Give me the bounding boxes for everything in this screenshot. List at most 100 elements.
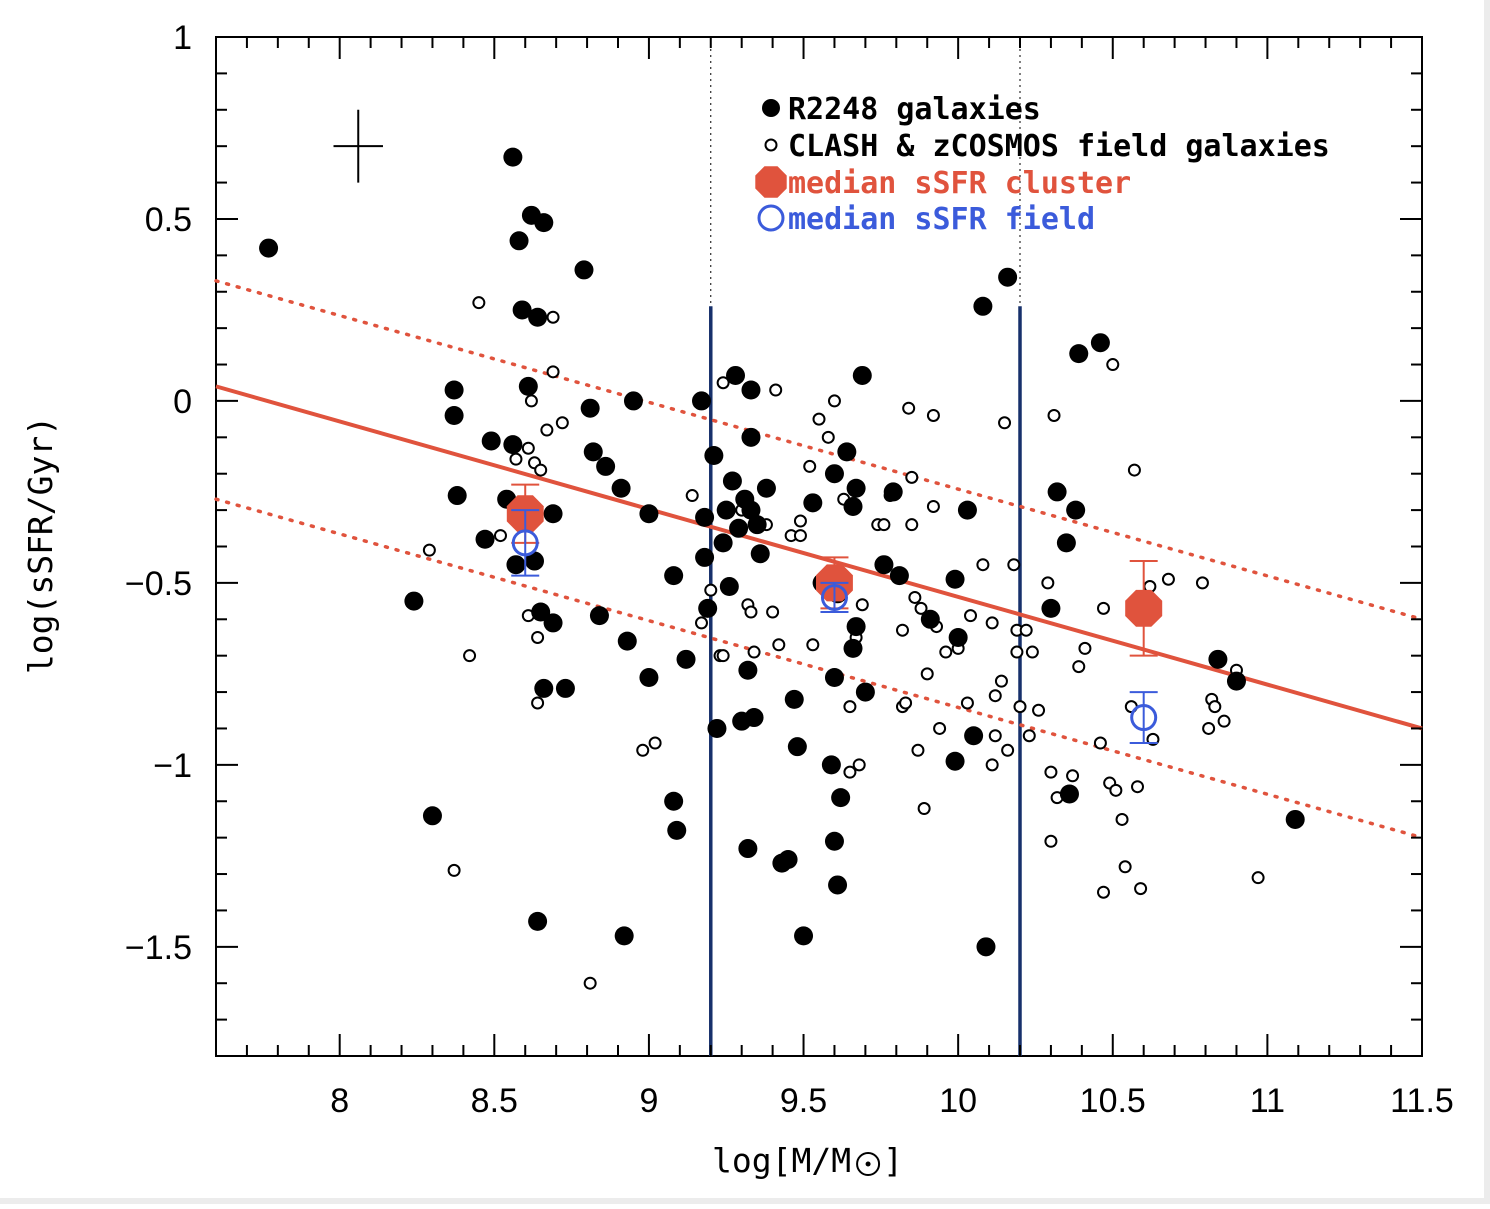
cluster-galaxy-point — [1090, 333, 1110, 353]
field-galaxy-point — [964, 609, 978, 623]
field-galaxy-point — [855, 598, 869, 612]
field-galaxy-point — [985, 758, 999, 772]
cluster-galaxy-point — [596, 456, 616, 476]
cluster-galaxy-point — [1285, 809, 1305, 829]
field-galaxy-point — [1022, 729, 1036, 743]
cluster-galaxy-point — [1059, 784, 1079, 804]
field-galaxy-point — [1134, 882, 1148, 896]
cluster-galaxy-point — [583, 442, 603, 462]
cluster-galaxy-point — [1069, 344, 1089, 364]
y-tick-label: 1 — [173, 19, 192, 57]
field-galaxy-point — [985, 616, 999, 630]
field-galaxy-point — [933, 721, 947, 735]
field-galaxy-point — [472, 296, 486, 310]
field-galaxy-point — [1109, 783, 1123, 797]
field-galaxy-point — [704, 583, 718, 597]
cluster-galaxy-point — [534, 213, 554, 233]
field-galaxy-point — [1096, 601, 1110, 615]
field-galaxy-point — [911, 743, 925, 757]
cluster-galaxy-point — [695, 547, 715, 567]
field-galaxy-point — [546, 365, 560, 379]
field-galaxy-point — [1096, 885, 1110, 899]
field-galaxy-point — [1072, 660, 1086, 674]
cluster-galaxy-point — [525, 551, 545, 571]
cluster-galaxy-point — [719, 577, 739, 597]
field-galaxy-point — [939, 645, 953, 659]
cluster-galaxy-point — [964, 726, 984, 746]
cluster-galaxy-point — [1208, 649, 1228, 669]
cluster-galaxy-point — [543, 613, 563, 633]
field-galaxy-point — [1161, 572, 1175, 586]
field-galaxy-point — [583, 976, 597, 990]
field-galaxy-point — [685, 489, 699, 503]
median-field-marker — [820, 583, 848, 611]
field-galaxy-point — [895, 623, 909, 637]
cluster-galaxy-point — [726, 365, 746, 385]
field-galaxy-point — [716, 376, 730, 390]
field-galaxy-point — [1078, 641, 1092, 655]
cluster-galaxy-point — [447, 486, 467, 506]
cluster-galaxy-point — [481, 431, 501, 451]
field-galaxy-point — [843, 700, 857, 714]
field-galaxy-point — [769, 383, 783, 397]
field-galaxy-point — [648, 736, 662, 750]
y-tick-label: −0.5 — [125, 565, 192, 603]
field-galaxy-point — [994, 674, 1008, 688]
guide-lines-layer — [214, 37, 1424, 1056]
cluster-galaxy-point — [528, 307, 548, 327]
cluster-galaxy-point — [843, 638, 863, 658]
solar-symbol-ring — [856, 1152, 881, 1176]
y-tick-label: −1.5 — [125, 929, 192, 967]
legend-cluster-galaxy-marker — [762, 99, 780, 117]
x-tick-label: 8.5 — [471, 1082, 518, 1120]
field-galaxy-point — [1032, 703, 1046, 717]
field-galaxy-point — [914, 601, 928, 615]
field-galaxy-point — [1001, 743, 1015, 757]
field-galaxy-point — [1093, 736, 1107, 750]
field-galaxy-point — [534, 463, 548, 477]
field-galaxy-point — [463, 649, 477, 663]
field-galaxy-point — [1041, 576, 1055, 590]
cluster-galaxy-point — [623, 391, 643, 411]
cluster-galaxy-point — [664, 566, 684, 586]
field-galaxy-point — [899, 696, 913, 710]
cluster-galaxy-point — [824, 668, 844, 688]
cluster-galaxy-point — [945, 751, 965, 771]
field-galaxy-point — [877, 518, 891, 532]
cluster-galaxy-point — [617, 631, 637, 651]
field-galaxy-point — [988, 729, 1002, 743]
cluster-galaxy-point — [691, 391, 711, 411]
cluster-galaxy-point — [729, 518, 749, 538]
points-layer — [259, 147, 1305, 990]
legend-label: median sSFR cluster — [788, 166, 1131, 201]
field-galaxy-point — [747, 645, 761, 659]
cluster-galaxy-point — [611, 478, 631, 498]
cluster-galaxy-point — [787, 737, 807, 757]
field-galaxy-point — [1118, 860, 1132, 874]
field-galaxy-point — [694, 616, 708, 630]
field-galaxy-point — [766, 605, 780, 619]
field-galaxy-point — [843, 765, 857, 779]
field-galaxy-point — [1019, 623, 1033, 637]
cluster-galaxy-point — [713, 533, 733, 553]
field-galaxy-point — [744, 605, 758, 619]
field-galaxy-point — [1195, 576, 1209, 590]
field-galaxy-point — [1106, 358, 1120, 372]
median-cluster-marker — [1125, 589, 1163, 627]
field-galaxy-point — [555, 416, 569, 430]
ticks-layer: 8 8.5 9 9.5 10 10.5 11 11.510.50−0.5−1−1.5 — [125, 19, 1454, 1120]
x-tick-label: 9 — [639, 1082, 658, 1120]
cluster-galaxy-point — [846, 617, 866, 637]
cluster-galaxy-point — [531, 602, 551, 622]
cluster-galaxy-point — [945, 569, 965, 589]
cluster-galaxy-point — [716, 500, 736, 520]
cluster-galaxy-point — [722, 471, 742, 491]
field-galaxy-point — [1044, 834, 1058, 848]
cluster-galaxy-point — [475, 529, 495, 549]
y-tick-label: 0.5 — [145, 201, 192, 239]
field-galaxy-point — [905, 518, 919, 532]
field-galaxy-point — [531, 696, 545, 710]
field-galaxy-point — [772, 638, 786, 652]
cluster-galaxy-point — [852, 365, 872, 385]
cluster-galaxy-point — [889, 566, 909, 586]
